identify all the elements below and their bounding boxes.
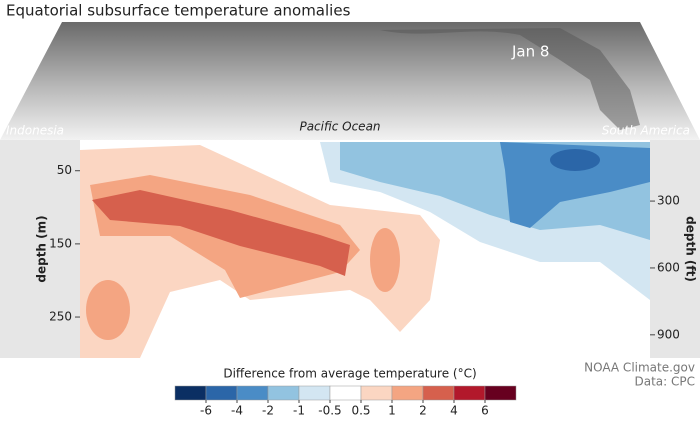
colorbar-label: -6 (200, 404, 212, 418)
contour-region (500, 142, 650, 228)
contour-region (550, 149, 600, 171)
colorbar-swatch (329, 385, 362, 401)
colorbar-title: Difference from average temperature (°C) (223, 367, 476, 381)
contours (80, 142, 650, 358)
map (0, 22, 700, 140)
colorbar-swatch (236, 385, 269, 401)
colorbar-swatch (453, 385, 486, 401)
colorbar-label: -1 (293, 404, 305, 418)
axis-band (0, 140, 80, 358)
map-date: Jan 8 (511, 43, 549, 61)
colorbar-label: -2 (262, 404, 274, 418)
map-label: Indonesia (6, 124, 64, 138)
colorbar-swatch (205, 385, 238, 401)
y2-axis-label: depth (ft) (684, 216, 698, 282)
colorbar-label: 0.5 (351, 404, 370, 418)
colorbar-swatch (391, 385, 424, 401)
y2-tick-label: 600 (657, 260, 680, 274)
colorbar-swatch (484, 385, 517, 401)
credit: Data: CPC (634, 375, 695, 389)
axis-band (650, 140, 700, 358)
colorbar-swatch (422, 385, 455, 401)
colorbar-swatch (360, 385, 393, 401)
contour-region (86, 280, 130, 340)
colorbar-label: 6 (481, 404, 489, 418)
colorbar-label: -4 (231, 404, 243, 418)
colorbar-swatch (298, 385, 331, 401)
chart-title: Equatorial subsurface temperature anomal… (6, 2, 351, 20)
colorbar-label: 4 (450, 404, 458, 418)
contour-region (370, 228, 400, 292)
colorbar-swatch (174, 385, 207, 401)
map-label: South America (602, 124, 690, 138)
y-tick-label: 50 (57, 163, 72, 177)
colorbar-label: 1 (388, 404, 396, 418)
colorbar-swatch (267, 385, 300, 401)
land (380, 28, 640, 130)
contour-region (92, 190, 350, 276)
colorbar-label: -0.5 (318, 404, 341, 418)
credit: NOAA Climate.gov (584, 361, 695, 375)
y-tick-label: 150 (49, 236, 72, 250)
colorbar-label: 2 (419, 404, 427, 418)
y-axis-label: depth (m) (35, 215, 49, 282)
y2-tick-label: 900 (657, 327, 680, 341)
y-tick-label: 250 (49, 310, 72, 324)
y2-tick-label: 300 (657, 194, 680, 208)
map-label: Pacific Ocean (299, 120, 380, 134)
